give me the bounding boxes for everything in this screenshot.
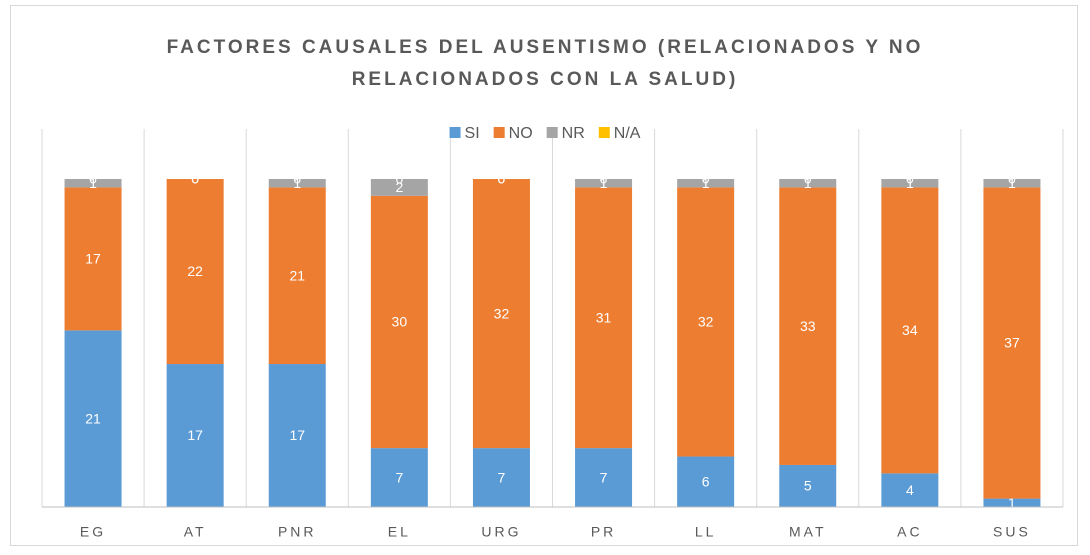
bar-segment <box>64 187 122 331</box>
data-label: 4 <box>906 482 914 498</box>
x-tick-label: PNR <box>278 524 317 540</box>
data-label: 0 <box>1008 171 1016 187</box>
x-tick-label: PR <box>591 524 616 540</box>
data-label: 0 <box>293 171 301 187</box>
data-label: 32 <box>698 314 714 330</box>
x-tick-label: MAT <box>789 524 827 540</box>
data-label: 1 <box>89 175 97 191</box>
bar-segment <box>983 187 1041 499</box>
bar-segment <box>779 464 837 507</box>
bar-segment <box>64 330 122 507</box>
bar-segment <box>370 195 428 449</box>
data-label: 22 <box>187 263 203 279</box>
bar-segment <box>677 179 735 188</box>
data-label: 1 <box>702 175 710 191</box>
x-tick-label: EG <box>80 524 106 540</box>
data-label: 0 <box>804 171 812 187</box>
data-label: 1 <box>600 175 608 191</box>
data-label: 33 <box>800 318 816 334</box>
bar-segment <box>677 187 735 457</box>
bar-segment <box>472 179 530 449</box>
x-tick-label: LL <box>695 524 717 540</box>
data-label: 32 <box>494 305 510 321</box>
bar-segment <box>370 448 428 507</box>
data-label: 0 <box>498 171 506 187</box>
bar-segment <box>370 179 428 196</box>
data-label: 6 <box>702 473 710 489</box>
bar-segment <box>64 179 122 188</box>
bar-segment <box>575 187 633 449</box>
legend-label: NR <box>562 125 585 142</box>
bar-segment <box>575 448 633 507</box>
data-label: 37 <box>1004 335 1020 351</box>
bar-segment <box>166 364 224 507</box>
legend-swatch <box>449 127 461 138</box>
legend-label: NO <box>509 125 533 142</box>
data-label: 17 <box>187 427 203 443</box>
data-label: 0 <box>498 171 506 187</box>
data-label: 17 <box>289 427 305 443</box>
data-label: 1 <box>1008 494 1016 510</box>
data-label: 1 <box>906 175 914 191</box>
bar-segment <box>779 179 837 188</box>
legend-swatch <box>546 127 558 138</box>
data-label: 21 <box>85 410 101 426</box>
data-label: 0 <box>89 171 97 187</box>
bar-segment <box>166 179 224 365</box>
data-label: 1 <box>293 175 301 191</box>
data-label: 0 <box>906 171 914 187</box>
x-tick-label: URG <box>481 524 521 540</box>
data-label: 31 <box>596 309 612 325</box>
data-label: 7 <box>498 469 506 485</box>
bar-segment <box>677 456 735 507</box>
bar-segment <box>881 473 939 507</box>
bar-segment <box>881 179 939 188</box>
bar-segment <box>472 448 530 507</box>
legend-swatch <box>493 127 505 138</box>
bar-segment <box>779 187 837 465</box>
data-label: 7 <box>395 469 403 485</box>
x-tick-label: AC <box>897 524 922 540</box>
data-label: 0 <box>600 171 608 187</box>
data-label: 0 <box>191 171 199 187</box>
chart-title: FACTORES CAUSALES DEL AUSENTISMO (RELACI… <box>166 37 924 90</box>
x-tick-label: SUS <box>993 524 1031 540</box>
legend-label: SI <box>465 125 480 142</box>
bar-segment <box>268 179 326 188</box>
bar-segment <box>983 498 1041 507</box>
data-label: 1 <box>804 175 812 191</box>
bar-segment <box>983 179 1041 188</box>
data-label: 0 <box>395 171 403 187</box>
x-tick-label: AT <box>184 524 207 540</box>
data-label: 1 <box>1008 175 1016 191</box>
data-label: 0 <box>702 171 710 187</box>
data-label: 0 <box>191 171 199 187</box>
data-label: 5 <box>804 478 812 494</box>
data-label: 2 <box>395 179 403 195</box>
legend-swatch <box>598 127 610 138</box>
data-label: 34 <box>902 322 918 338</box>
bar-segment <box>881 187 939 474</box>
data-label: 21 <box>289 267 305 283</box>
bar-segment <box>268 364 326 507</box>
bar-segment <box>575 179 633 188</box>
bar-segment <box>268 187 326 365</box>
data-label: 30 <box>392 314 408 330</box>
data-label: 17 <box>85 251 101 267</box>
chart-frame <box>10 5 1078 546</box>
legend-label: N/A <box>614 125 641 142</box>
x-tick-label: EL <box>388 524 411 540</box>
data-label: 7 <box>600 469 608 485</box>
